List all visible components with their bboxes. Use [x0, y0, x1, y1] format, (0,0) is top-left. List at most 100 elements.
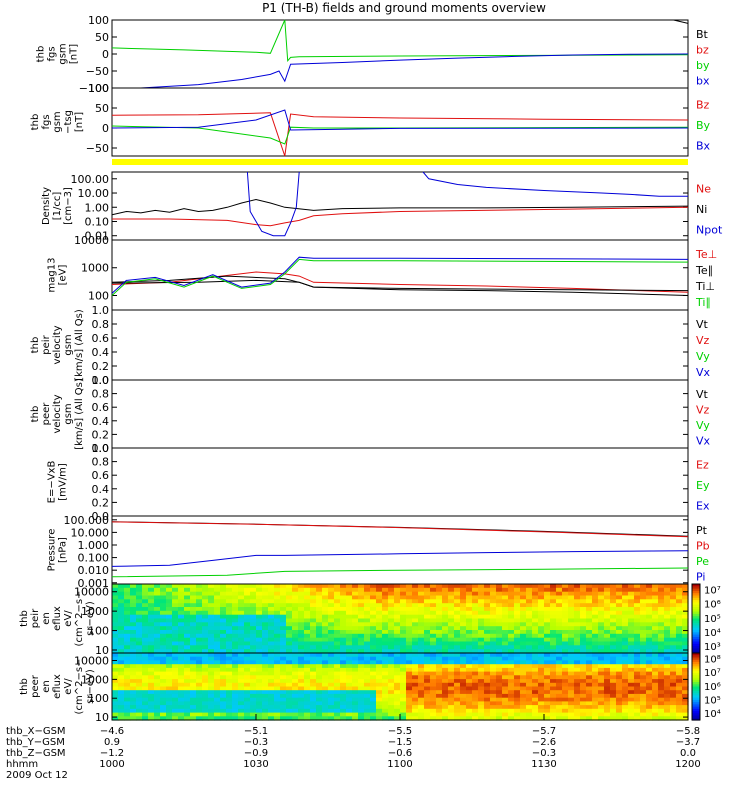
spectrogram-cell [562, 705, 569, 710]
spectrogram-cell [382, 595, 389, 600]
spectrogram-cell [436, 633, 443, 639]
spectrogram-cell [562, 697, 569, 702]
colorbar-segment [692, 604, 700, 608]
spectrogram-cell [322, 603, 329, 608]
spectrogram-cell [424, 626, 431, 631]
spectrogram-cell [394, 716, 401, 721]
spectrogram-cell [646, 660, 653, 665]
spectrogram-cell [376, 697, 383, 702]
spectrogram-cell [514, 682, 521, 688]
spectrogram-cell [544, 584, 551, 589]
spectrogram-cell [244, 682, 251, 688]
spectrogram-cell [496, 660, 503, 665]
spectrogram-cell [682, 693, 689, 699]
spectrogram-cell [406, 697, 413, 702]
spectrogram-cell [466, 641, 473, 646]
spectrogram-cell [532, 599, 539, 604]
spectrogram-cell [604, 708, 611, 714]
spectrogram-cell [478, 716, 485, 721]
spectrogram-cell [178, 716, 185, 721]
spectrogram-cell [178, 656, 185, 661]
spectrogram-cell [316, 607, 323, 612]
spectrogram-cell [268, 649, 275, 654]
y-tick-label: −50 [86, 142, 109, 155]
spectrogram-cell [214, 603, 221, 608]
spectrogram-cell [334, 641, 341, 646]
colorbar-segment [692, 708, 700, 712]
spectrogram-cell [214, 630, 221, 635]
y-tick-label: 10000 [74, 655, 109, 668]
x-tick-label: −5.7 [532, 726, 556, 737]
spectrogram-cell [424, 607, 431, 612]
spectrogram-cell [256, 614, 263, 620]
spectrogram-cell [334, 653, 341, 658]
spectrogram-cell [406, 712, 413, 717]
spectrogram-cell [652, 716, 659, 721]
spectrogram-cell [652, 607, 659, 612]
spectrogram-cell [322, 649, 329, 654]
spectrogram-cell [580, 653, 587, 658]
spectrogram-cell [418, 626, 425, 631]
spectrogram-cell [562, 622, 569, 627]
spectrogram-cell [304, 675, 311, 680]
spectrogram-cell [298, 712, 305, 717]
spectrogram-cell [430, 649, 437, 654]
spectrogram-cell [202, 660, 209, 665]
y-tick-label: 0.0 [92, 374, 110, 387]
spectrogram-cell [196, 633, 203, 639]
spectrogram-cell [610, 649, 617, 654]
spectrogram-cell [634, 622, 641, 627]
spectrogram-cell [358, 675, 365, 680]
spectrogram-cell [340, 664, 347, 669]
spectrogram-cell [256, 671, 263, 676]
spectrogram-cell [598, 705, 605, 710]
spectrogram-cell [508, 584, 515, 589]
spectrogram-cell [406, 701, 413, 706]
spectrogram-cell [400, 641, 407, 646]
spectrogram-cell [160, 633, 167, 639]
spectrogram-cell [676, 641, 683, 646]
spectrogram-cell [352, 686, 359, 691]
spectrogram-cell [334, 697, 341, 702]
spectrogram-cell [388, 599, 395, 604]
spectrogram-cell [256, 595, 263, 600]
colorbar-segment [692, 673, 700, 676]
spectrogram-cell [472, 675, 479, 680]
spectrogram-cell [358, 645, 365, 650]
spectrogram-cell [274, 679, 281, 684]
spectrogram-cell [310, 660, 317, 665]
spectrogram-cell [664, 690, 671, 695]
spectrogram-cell [340, 645, 347, 650]
spectrogram-cell [496, 716, 503, 721]
spectrogram-cell [166, 716, 173, 721]
spectrogram-cell [112, 716, 119, 721]
spectrogram-cell [244, 671, 251, 676]
spectrogram-cell [412, 603, 419, 608]
spectrogram-cell [664, 633, 671, 639]
spectrogram-cell [544, 708, 551, 714]
spectrogram-cell [544, 667, 551, 673]
spectrogram-cell [202, 610, 209, 616]
spectrogram-cell [334, 679, 341, 684]
spectrogram-cell [166, 667, 173, 673]
spectrogram-cell [190, 664, 197, 669]
spectrogram-cell [166, 664, 173, 669]
spectrogram-cell [268, 708, 275, 714]
spectrogram-cell [418, 712, 425, 717]
spectrogram-cell [634, 690, 641, 695]
spectrogram-cell [478, 667, 485, 673]
spectrogram-cell [238, 584, 245, 589]
spectrogram-cell [118, 626, 125, 631]
spectrogram-cell [136, 664, 143, 669]
spectrogram-cell [310, 675, 317, 680]
y-axis-label: [nT] [69, 44, 80, 64]
spectrogram-cell [676, 697, 683, 702]
spectrogram-cell [550, 693, 557, 699]
spectrogram-cell [316, 675, 323, 680]
spectrogram-cell [580, 675, 587, 680]
spectrogram-cell [424, 649, 431, 654]
spectrogram-cell [376, 637, 383, 643]
spectrogram-cell [550, 660, 557, 665]
spectrogram-cell [496, 667, 503, 673]
spectrogram-cell [628, 664, 635, 669]
